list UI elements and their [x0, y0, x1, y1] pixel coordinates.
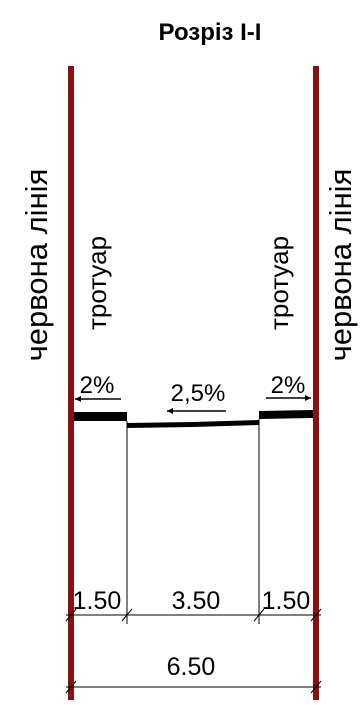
carriageway-surface: [127, 420, 259, 428]
dimension-label-carriageway: 3.50: [172, 587, 221, 615]
dimension-tick-3: [253, 608, 265, 622]
dimension-tick-4: [310, 608, 322, 622]
slope-label-left-sidewalk: 2%: [80, 372, 115, 399]
dimension-tick-1: [65, 608, 77, 622]
red-line-label-right: червона лінія: [323, 169, 358, 362]
dimension-label-right-sidewalk: 1.50: [262, 587, 311, 615]
dimension-tick-total-right: [310, 680, 322, 694]
dimension-tick-total-left: [65, 680, 77, 694]
dimension-tick-2: [121, 608, 133, 622]
slope-label-carriageway: 2,5%: [171, 380, 226, 407]
red-line-label-left: червона лінія: [19, 169, 54, 362]
sidewalk-label-left: тротуар: [82, 236, 112, 330]
dimension-label-total: 6.50: [167, 653, 216, 681]
section-title: Розріз І-І: [159, 19, 262, 46]
left-sidewalk-surface: [74, 412, 127, 421]
slope-arrowhead-carriageway: [167, 408, 173, 414]
dimension-label-left-sidewalk: 1.50: [73, 587, 122, 615]
sidewalk-label-right: тротуар: [264, 236, 294, 330]
slope-arrowhead-left-sidewalk: [75, 396, 81, 402]
right-sidewalk-surface: [259, 410, 313, 419]
slope-arrowhead-right-sidewalk: [305, 395, 311, 401]
slope-label-right-sidewalk: 2%: [271, 372, 306, 399]
